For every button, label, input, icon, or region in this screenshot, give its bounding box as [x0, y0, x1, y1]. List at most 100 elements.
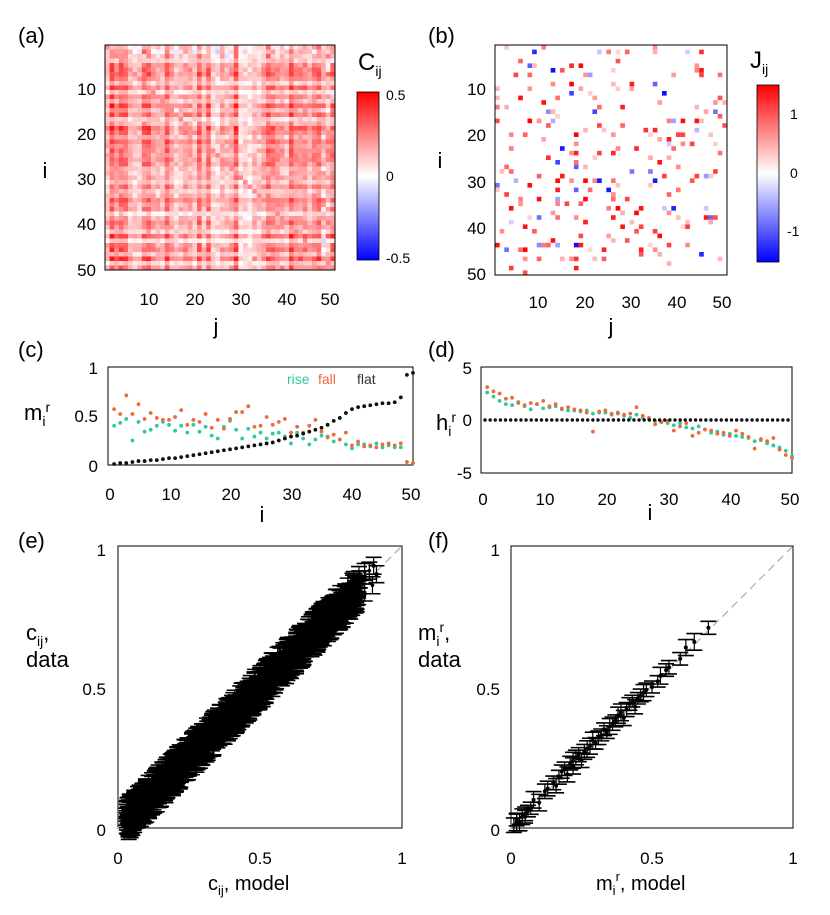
- heatmap-a-cell: [325, 76, 331, 82]
- heatmap-a-cell: [275, 211, 281, 217]
- scatter-c-point-rise: [130, 438, 135, 443]
- scatter-c-point-fall: [362, 444, 367, 449]
- heatmap-a-cell: [183, 94, 189, 100]
- heatmap-a-cell: [330, 162, 336, 167]
- scatter-d-point-flat: [616, 418, 621, 422]
- heatmap-a-cell: [256, 229, 262, 235]
- scatter-d-point-flat: [601, 418, 605, 422]
- heatmap-b-cell: [573, 242, 579, 248]
- heatmap-a-cell: [302, 261, 308, 266]
- heatmap-a-cell: [201, 252, 207, 257]
- heatmap-a-cell: [151, 157, 156, 163]
- heatmap-a-cell: [316, 171, 322, 176]
- heatmap-a-cell: [233, 220, 239, 226]
- heatmap-a-cell: [128, 166, 133, 172]
- heatmap-b-cell: [573, 141, 579, 147]
- heatmap-a-cell: [284, 103, 290, 109]
- heatmap-a-cell: [256, 189, 262, 194]
- heatmap-a-cell: [187, 234, 193, 239]
- heatmap-a-cell: [183, 207, 189, 212]
- heatmap-a-cell: [316, 148, 322, 154]
- heatmap-b-cell: [508, 265, 514, 271]
- heatmap-a-cell: [183, 202, 189, 208]
- heatmap-a-cell: [289, 211, 294, 217]
- heatmap-a-cell: [275, 103, 281, 109]
- heatmap-b-xtick: 30: [622, 293, 641, 312]
- heatmap-a-cell: [330, 207, 336, 212]
- heatmap-a-cell: [279, 108, 285, 113]
- heatmap-a-cell: [275, 54, 281, 59]
- heatmap-a-cell: [233, 211, 239, 217]
- heatmap-a-cell: [312, 234, 317, 239]
- heatmap-a-cell: [169, 85, 175, 91]
- heatmap-a-cell: [155, 63, 161, 68]
- heatmap-a-cell: [109, 139, 115, 145]
- heatmap-a-cell: [155, 94, 161, 100]
- heatmap-a-cell: [183, 49, 189, 55]
- heatmap-a-cell: [293, 117, 299, 122]
- heatmap-b-cell: [666, 155, 672, 160]
- heatmap-a-cell: [325, 45, 331, 50]
- heatmap-a-cell: [210, 117, 216, 122]
- heatmap-a-cell: [256, 90, 262, 95]
- heatmap-a-cell: [146, 261, 152, 266]
- heatmap-a-cell: [118, 171, 124, 176]
- heatmap-a-cell: [284, 45, 290, 50]
- heatmap-a-cell: [118, 72, 124, 77]
- heatmap-a-cell: [118, 112, 124, 118]
- heatmap-a-cell: [247, 198, 253, 203]
- heatmap-a-cell: [128, 153, 133, 158]
- heatmap-a-cell: [220, 85, 225, 91]
- heatmap-a-cell: [192, 238, 198, 244]
- scatter-d-yticks: 5 0 -5: [457, 359, 472, 483]
- heatmap-a-cell: [215, 171, 221, 176]
- heatmap-a-cell: [256, 184, 262, 190]
- heatmap-a-cell: [302, 256, 308, 262]
- heatmap-a-cell: [243, 63, 248, 68]
- heatmap-a-cell: [243, 252, 248, 257]
- heatmap-b-cell: [671, 146, 676, 151]
- heatmap-a-cell: [160, 126, 166, 131]
- heatmap-a-cell: [174, 243, 179, 248]
- heatmap-a-cell: [289, 247, 294, 253]
- heatmap-a-cell: [270, 229, 276, 235]
- heatmap-b-cell: [689, 141, 695, 147]
- heatmap-a-cell: [261, 90, 267, 95]
- heatmap-a-cell: [178, 202, 184, 208]
- heatmap-a-cell: [192, 202, 198, 208]
- heatmap-a-cell: [224, 247, 230, 253]
- heatmap-a-cell: [118, 180, 124, 185]
- heatmap-b-cell: [587, 72, 593, 78]
- heatmap-a-cell: [146, 216, 152, 221]
- heatmap-a-cell: [105, 108, 110, 113]
- heatmap-a-cell: [233, 153, 239, 158]
- heatmap-a-cell: [266, 256, 271, 262]
- scatter-d-ytick: -5: [457, 464, 472, 483]
- heatmap-a-cell: [137, 135, 143, 140]
- heatmap-a-cell: [215, 72, 221, 77]
- heatmap-a-cell: [307, 76, 313, 82]
- heatmap-a-cell: [312, 67, 317, 73]
- heatmap-a-cell: [197, 198, 202, 203]
- heatmap-a-cell: [105, 103, 110, 109]
- heatmap-a-cell: [109, 130, 115, 136]
- heatmap-a-cell: [279, 243, 285, 248]
- scatter-d-point-flat: [724, 418, 729, 422]
- heatmap-b-xticks: 10 20 30 40 50: [529, 293, 732, 312]
- heatmap-a-cell: [123, 247, 129, 253]
- heatmap-a-cell: [187, 184, 193, 190]
- heatmap-a-cell: [197, 171, 202, 176]
- heatmap-a-cell: [330, 108, 336, 113]
- heatmap-a-cell: [293, 49, 299, 55]
- heatmap-a-cell: [266, 45, 271, 50]
- heatmap-a-cell: [151, 130, 156, 136]
- heatmap-a-ylabel: i: [43, 158, 48, 183]
- scatter-c-point-fall: [313, 418, 318, 422]
- heatmap-a-cell: [141, 58, 147, 64]
- heatmap-a-cell: [215, 103, 221, 109]
- heatmap-b-cell: [532, 63, 537, 68]
- heatmap-a-cell: [141, 139, 147, 145]
- heatmap-a-cell: [118, 175, 124, 181]
- heatmap-a-cell: [141, 180, 147, 185]
- heatmap-a-cell: [252, 180, 258, 185]
